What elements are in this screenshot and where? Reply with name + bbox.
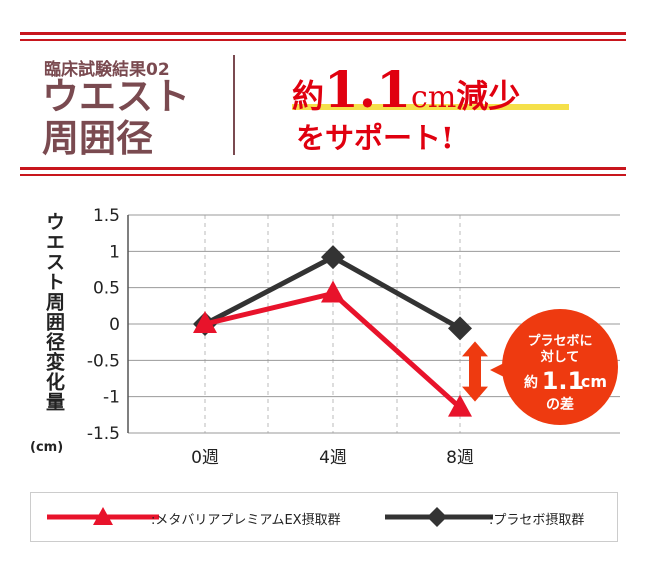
headline-pre: 約 bbox=[292, 77, 325, 115]
x-tick-label: 4週 bbox=[319, 448, 347, 468]
y-tick-label: -1.5 bbox=[87, 424, 120, 444]
top-rule bbox=[20, 32, 626, 35]
data-point-diamond bbox=[448, 316, 472, 341]
callout-bubble bbox=[502, 309, 618, 425]
top-rule-thin bbox=[20, 39, 626, 41]
y-tick-label: 0.5 bbox=[93, 279, 120, 299]
header-subtitle: 臨床試験結果02 bbox=[44, 60, 170, 80]
series-line bbox=[204, 290, 462, 410]
headline-post: 減少 bbox=[456, 77, 521, 115]
title-line2: 周囲径 bbox=[42, 117, 153, 160]
headline-unit: cm bbox=[411, 80, 457, 115]
legend-label-placebo: :プラセボ摂取群 bbox=[489, 513, 585, 528]
legend: :メタバリアプレミアムEX摂取群 :プラセボ摂取群 bbox=[30, 492, 618, 542]
header-title: ウエスト 周囲径 bbox=[42, 76, 190, 160]
callout-line1: プラセボに bbox=[527, 333, 592, 349]
divider bbox=[233, 55, 235, 155]
legend-label-test: :メタバリアプレミアムEX摂取群 bbox=[151, 513, 341, 528]
title-line1: ウエスト bbox=[42, 75, 190, 118]
y-tick-label: -1 bbox=[103, 388, 120, 408]
callout-num: 1.1 bbox=[542, 367, 585, 395]
y-tick-label: -0.5 bbox=[87, 351, 120, 371]
legend-marker-placebo bbox=[385, 507, 493, 527]
y-tick-label: 1.5 bbox=[93, 206, 120, 226]
highlight-underline bbox=[292, 104, 569, 110]
x-tick-label: 0週 bbox=[191, 448, 219, 468]
headline-line2: をサポート! bbox=[296, 121, 454, 155]
headline: 約1.1cm減少 bbox=[292, 60, 520, 119]
callout-line2: 対して bbox=[540, 349, 580, 365]
data-point-triangle bbox=[448, 394, 472, 417]
headline-num: 1.1 bbox=[324, 60, 412, 119]
y-axis-unit: (cm) bbox=[30, 440, 64, 455]
y-tick-label: 0 bbox=[109, 315, 120, 335]
callout-line4: の差 bbox=[546, 396, 574, 413]
double-arrow-icon bbox=[462, 341, 488, 402]
x-tick-label: 8週 bbox=[446, 448, 474, 468]
data-point-diamond bbox=[321, 245, 345, 270]
bottom-rule bbox=[20, 167, 626, 170]
bottom-rule-thin bbox=[20, 174, 626, 176]
y-tick-label: 1 bbox=[109, 242, 120, 262]
data-point-triangle bbox=[321, 280, 345, 303]
callout-unit: cm bbox=[581, 372, 607, 391]
data-point-triangle bbox=[193, 311, 217, 333]
legend-marker-test bbox=[47, 507, 159, 525]
y-axis-label: ウエスト周囲径変化量 bbox=[43, 212, 65, 412]
callout-pre: 約 bbox=[524, 374, 538, 391]
